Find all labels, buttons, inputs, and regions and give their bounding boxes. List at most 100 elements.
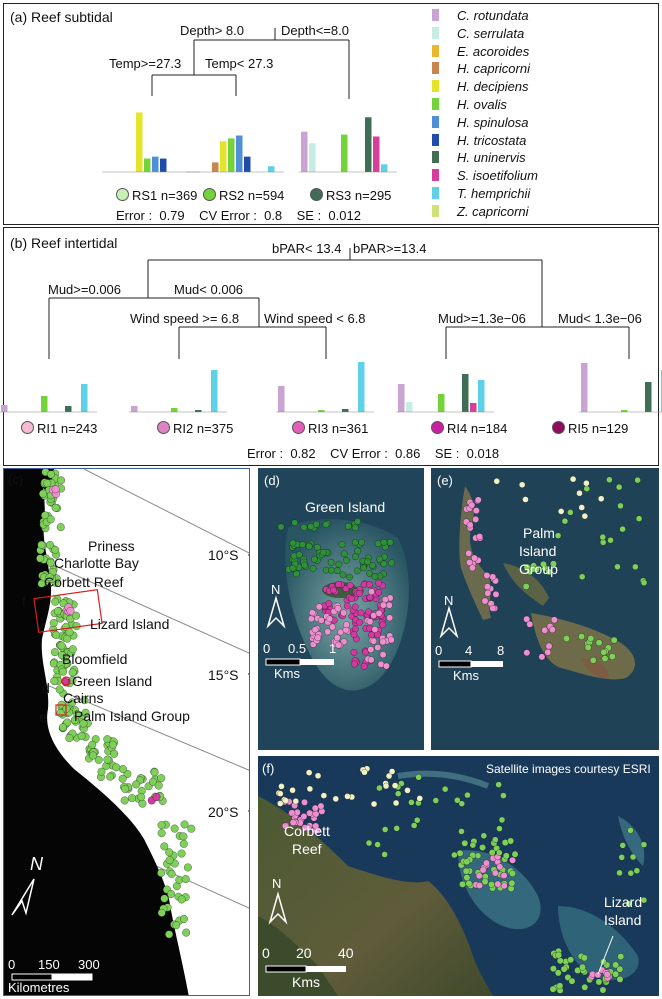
panel-b-bars bbox=[0, 362, 662, 413]
site-dot bbox=[556, 957, 564, 965]
site-dot bbox=[374, 644, 382, 651]
site-dot bbox=[165, 930, 174, 939]
north-arrow bbox=[439, 605, 459, 639]
corbett-label-2: Reef bbox=[292, 841, 322, 857]
site-dot bbox=[386, 614, 394, 622]
site-dot bbox=[469, 841, 477, 849]
bar-s-isoetifolium bbox=[373, 136, 380, 172]
site-dot bbox=[103, 755, 112, 764]
site-dot bbox=[51, 485, 60, 494]
site-dot bbox=[584, 644, 592, 651]
site-dot bbox=[509, 870, 516, 877]
legend-swatch bbox=[432, 204, 439, 217]
site-dot bbox=[381, 826, 389, 833]
legend-item: H. uninervis bbox=[428, 150, 526, 166]
site-dot bbox=[128, 794, 137, 803]
lat-15s: 15°S bbox=[208, 667, 239, 683]
bar-h-uninervis bbox=[645, 382, 652, 412]
legend-label: Z. capricorni bbox=[457, 203, 529, 219]
site-dot bbox=[495, 781, 502, 788]
site-dot bbox=[353, 567, 361, 575]
site-dot bbox=[540, 560, 547, 568]
bar-h-spinulosa bbox=[152, 156, 159, 172]
site-dot bbox=[548, 626, 556, 634]
site-dot bbox=[463, 874, 471, 882]
site-dot bbox=[581, 983, 589, 991]
legend-swatch bbox=[432, 98, 439, 110]
leaf-label: RS2 n=594 bbox=[219, 188, 285, 203]
site-dot bbox=[416, 795, 423, 802]
site-dot bbox=[89, 751, 98, 760]
bar-h-ovalis bbox=[438, 394, 445, 412]
site-dot bbox=[523, 649, 531, 657]
site-dot bbox=[391, 782, 399, 789]
site-dot bbox=[507, 837, 515, 845]
legend-label: H. decipiens bbox=[457, 79, 529, 95]
site-dot bbox=[110, 749, 119, 758]
scale-40: 40 bbox=[338, 945, 354, 961]
site-dot bbox=[461, 839, 469, 847]
site-dot bbox=[476, 882, 484, 889]
inset-box-e bbox=[55, 704, 67, 716]
site-dot bbox=[339, 571, 347, 579]
site-dot bbox=[640, 841, 648, 848]
legend-item: C. serrulata bbox=[428, 26, 524, 42]
legend-item: H. spinulosa bbox=[428, 115, 529, 131]
split-wind-ge: Wind speed >= 6.8 bbox=[130, 311, 240, 326]
panel-d-tag: (d) bbox=[264, 473, 280, 488]
site-dot bbox=[366, 593, 374, 601]
site-dot bbox=[599, 533, 607, 541]
site-dot bbox=[65, 628, 74, 637]
legend-label: H. uninervis bbox=[457, 150, 526, 166]
split-depth-le: Depth<=8.0 bbox=[281, 23, 349, 38]
bar-h-capricorni bbox=[212, 162, 219, 172]
bar-h-uninervis bbox=[342, 409, 349, 412]
site-dot bbox=[371, 572, 379, 580]
bar-h-tricostata bbox=[160, 158, 167, 172]
panel-a-reef-subtidal: (a) Reef subtidal Depth> 8.0 Depth<=8.0 … bbox=[3, 3, 659, 225]
site-dot bbox=[379, 621, 387, 629]
site-dot bbox=[619, 842, 627, 849]
north-label: N bbox=[30, 854, 43, 874]
panel-f-tag: (f) bbox=[262, 761, 275, 776]
site-dot bbox=[326, 615, 334, 623]
leaf-dot bbox=[21, 421, 34, 434]
split-temp-lt: Temp< 27.3 bbox=[205, 56, 274, 71]
site-dot bbox=[160, 894, 169, 903]
site-dot bbox=[81, 708, 90, 717]
site-dot bbox=[612, 970, 620, 978]
scale-150: 150 bbox=[38, 957, 60, 972]
site-dot bbox=[544, 648, 552, 656]
site-dot bbox=[120, 796, 129, 805]
site-dot bbox=[618, 854, 625, 861]
site-dot bbox=[150, 768, 159, 777]
site-dot bbox=[394, 790, 402, 797]
site-dot bbox=[365, 839, 373, 847]
site-dot bbox=[57, 476, 66, 485]
bar-t-hemprichii bbox=[381, 164, 388, 172]
site-dot bbox=[305, 542, 313, 550]
site-dot bbox=[370, 637, 378, 645]
letter-e: e bbox=[39, 709, 47, 725]
site-dot bbox=[375, 609, 383, 617]
legend-label: H. spinulosa bbox=[457, 114, 529, 130]
site-dot bbox=[365, 608, 372, 616]
bar-c-serrulata bbox=[309, 143, 316, 172]
site-dot bbox=[300, 524, 308, 531]
site-dot bbox=[106, 772, 115, 781]
site-dot bbox=[549, 985, 557, 993]
site-dot bbox=[640, 579, 648, 587]
bar-h-ovalis bbox=[621, 410, 628, 412]
site-dot bbox=[118, 764, 127, 774]
site-dot bbox=[333, 634, 341, 642]
site-dot bbox=[479, 844, 487, 851]
site-dot bbox=[454, 797, 461, 804]
site-dot bbox=[132, 780, 141, 789]
letter-d: d bbox=[42, 680, 50, 696]
site-dot bbox=[310, 555, 318, 563]
site-dot bbox=[364, 558, 372, 566]
site-dot bbox=[388, 768, 396, 775]
site-dot bbox=[46, 558, 55, 567]
survey-dots bbox=[275, 765, 648, 994]
site-dot bbox=[55, 685, 64, 694]
